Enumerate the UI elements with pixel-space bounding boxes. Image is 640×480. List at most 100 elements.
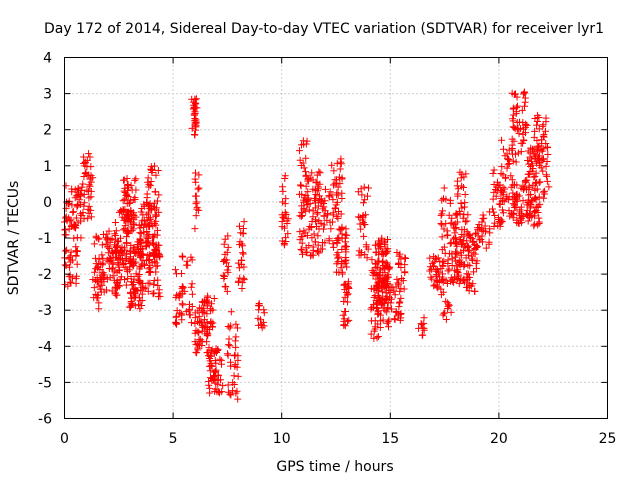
data-point — [176, 309, 184, 317]
data-point — [338, 223, 346, 231]
data-point — [138, 302, 146, 310]
data-point — [532, 169, 540, 177]
data-point — [119, 260, 127, 268]
data-point — [279, 198, 287, 206]
data-point — [375, 245, 383, 253]
data-point — [221, 235, 229, 243]
data-point — [128, 281, 136, 289]
data-point — [147, 219, 155, 227]
x-tick-label: 5 — [169, 431, 178, 447]
data-point — [104, 249, 112, 257]
data-point — [107, 255, 115, 263]
data-point — [72, 214, 80, 222]
data-point — [527, 144, 535, 152]
data-point — [206, 384, 214, 392]
data-point — [334, 191, 342, 199]
data-point — [223, 266, 231, 274]
data-point — [309, 243, 317, 251]
data-point — [143, 190, 151, 198]
data-point — [194, 185, 202, 193]
data-point — [84, 205, 92, 213]
y-axis-title: SDTVAR / TECUs — [6, 181, 22, 296]
data-point — [238, 240, 246, 248]
data-point — [73, 188, 81, 196]
data-point — [543, 177, 551, 185]
data-point — [342, 225, 350, 233]
data-point — [140, 285, 148, 293]
data-point — [521, 98, 529, 106]
data-point — [334, 249, 342, 257]
data-point — [498, 188, 506, 196]
data-point — [134, 272, 142, 280]
data-point — [531, 186, 539, 194]
data-point — [383, 281, 391, 289]
data-point — [377, 317, 385, 325]
data-point — [120, 216, 128, 224]
data-point — [118, 243, 126, 251]
data-point — [152, 217, 160, 225]
data-point — [255, 321, 263, 329]
data-point — [190, 104, 198, 112]
data-point — [364, 245, 372, 253]
data-point — [319, 225, 327, 233]
data-point — [342, 248, 350, 256]
data-point — [358, 191, 366, 199]
data-point — [505, 159, 513, 167]
data-point — [191, 103, 199, 111]
data-point — [378, 279, 386, 287]
data-point — [446, 199, 454, 207]
data-point — [515, 219, 523, 227]
data-point — [120, 176, 128, 184]
data-point — [496, 201, 504, 209]
data-point — [489, 195, 497, 203]
data-point — [426, 263, 434, 271]
data-point — [388, 305, 396, 313]
data-point — [311, 199, 319, 207]
data-point — [390, 315, 398, 323]
data-point — [123, 192, 131, 200]
data-point — [314, 187, 322, 195]
data-point — [192, 118, 200, 126]
data-point — [305, 242, 313, 250]
data-point — [188, 319, 196, 327]
data-point — [327, 225, 335, 233]
data-point — [445, 301, 453, 309]
data-point — [303, 231, 311, 239]
data-point — [526, 170, 534, 178]
data-point — [210, 376, 218, 384]
data-point — [96, 285, 104, 293]
y-tick-label: -1 — [38, 231, 52, 247]
data-point — [137, 208, 145, 216]
data-point — [534, 143, 542, 151]
data-point — [310, 230, 318, 238]
data-point — [80, 191, 88, 199]
data-point — [151, 162, 159, 170]
data-point — [498, 218, 506, 226]
data-point — [459, 246, 467, 254]
data-point — [234, 372, 242, 380]
data-point — [298, 202, 306, 210]
data-point — [372, 249, 380, 257]
data-point — [341, 322, 349, 330]
data-point — [396, 287, 404, 295]
data-point — [378, 234, 386, 242]
data-point — [321, 185, 329, 193]
data-point — [191, 169, 199, 177]
data-point — [231, 361, 239, 369]
data-point — [336, 165, 344, 173]
data-point — [130, 275, 138, 283]
data-point — [122, 239, 130, 247]
data-point — [362, 241, 370, 249]
data-point — [474, 232, 482, 240]
data-point — [531, 172, 539, 180]
data-point — [511, 203, 519, 211]
data-point — [209, 319, 217, 327]
data-point — [70, 223, 78, 231]
y-tick-label: -6 — [38, 412, 52, 428]
data-point — [207, 307, 215, 315]
data-point — [467, 234, 475, 242]
data-point — [381, 295, 389, 303]
data-point — [374, 282, 382, 290]
data-point — [142, 243, 150, 251]
data-point — [540, 194, 548, 202]
